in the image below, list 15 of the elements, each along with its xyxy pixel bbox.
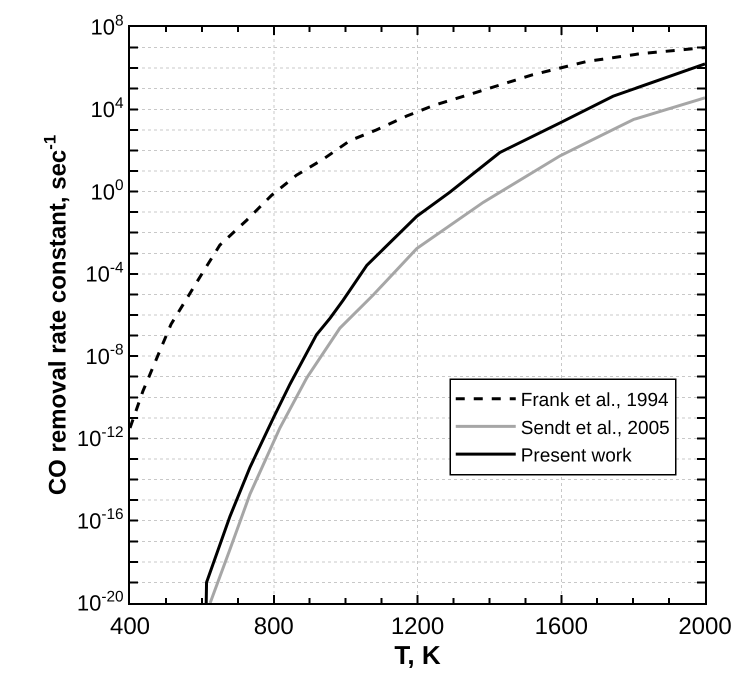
y-tick-label: 10$^{-16}$ bbox=[76, 506, 124, 534]
y-tick-label: 10$^{-4}$ bbox=[85, 259, 124, 287]
y-tick-label: 10$^{4}$ bbox=[90, 94, 124, 122]
legend-label: Present work bbox=[520, 446, 632, 467]
legend-label: Frank et al., 1994 bbox=[520, 390, 670, 412]
x-tick-label: 1600 bbox=[534, 612, 588, 640]
x-tick-label: 1200 bbox=[390, 612, 444, 640]
x-tick-label: 2000 bbox=[678, 612, 732, 640]
x-tick-label: 800 bbox=[254, 612, 294, 640]
legend-label: Sendt et al., 2005 bbox=[520, 418, 670, 439]
x-axis-title: T, K bbox=[394, 640, 441, 670]
y-tick-label: 10$^{0}$ bbox=[90, 177, 124, 204]
y-tick-label: 10$^{-8}$ bbox=[85, 342, 124, 369]
y-tick-label: 10$^{8}$ bbox=[90, 12, 124, 40]
y-tick-label: 10$^{-12}$ bbox=[76, 424, 124, 452]
